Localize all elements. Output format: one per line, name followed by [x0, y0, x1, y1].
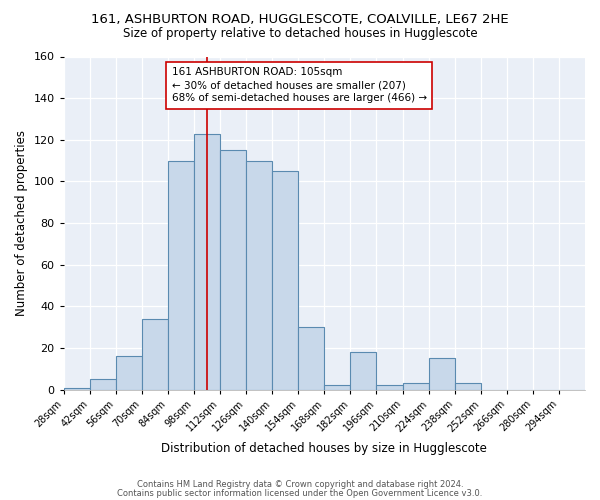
Text: Size of property relative to detached houses in Hugglescote: Size of property relative to detached ho… — [122, 28, 478, 40]
Bar — [194, 134, 220, 390]
Text: Contains HM Land Registry data © Crown copyright and database right 2024.: Contains HM Land Registry data © Crown c… — [137, 480, 463, 489]
Bar — [350, 352, 376, 390]
Bar — [64, 388, 90, 390]
Bar — [142, 319, 168, 390]
Bar — [428, 358, 455, 390]
Bar — [220, 150, 246, 390]
Text: 161, ASHBURTON ROAD, HUGGLESCOTE, COALVILLE, LE67 2HE: 161, ASHBURTON ROAD, HUGGLESCOTE, COALVI… — [91, 12, 509, 26]
Bar — [325, 386, 350, 390]
Y-axis label: Number of detached properties: Number of detached properties — [15, 130, 28, 316]
Bar — [455, 384, 481, 390]
Bar — [272, 171, 298, 390]
Bar — [90, 379, 116, 390]
Text: 161 ASHBURTON ROAD: 105sqm
← 30% of detached houses are smaller (207)
68% of sem: 161 ASHBURTON ROAD: 105sqm ← 30% of deta… — [172, 67, 427, 104]
Bar — [168, 160, 194, 390]
Bar — [116, 356, 142, 390]
Bar — [403, 384, 428, 390]
Bar — [376, 386, 403, 390]
X-axis label: Distribution of detached houses by size in Hugglescote: Distribution of detached houses by size … — [161, 442, 487, 455]
Bar — [298, 327, 325, 390]
Bar — [246, 160, 272, 390]
Text: Contains public sector information licensed under the Open Government Licence v3: Contains public sector information licen… — [118, 489, 482, 498]
